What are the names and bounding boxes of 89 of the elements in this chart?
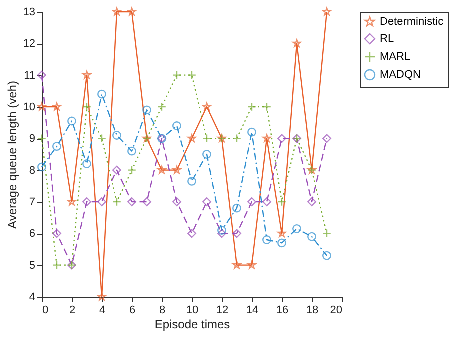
point	[248, 260, 256, 270]
point	[172, 122, 182, 130]
legend-label: Deterministic	[380, 16, 444, 28]
x-tick-label: 16	[276, 304, 289, 316]
x-tick-label: 4	[99, 304, 106, 316]
point	[262, 102, 272, 112]
legend-label: MARL	[380, 51, 411, 63]
point	[158, 166, 166, 174]
point	[82, 102, 92, 112]
point	[98, 198, 106, 206]
point	[82, 70, 92, 80]
x-tick-label: 14	[246, 304, 259, 316]
legend-label: MADQN	[380, 69, 421, 81]
point	[262, 198, 272, 206]
x-tick-label: 0	[42, 304, 49, 316]
point	[218, 229, 226, 238]
y-tick-label: 10	[23, 102, 36, 114]
point	[202, 150, 212, 159]
point	[38, 134, 46, 144]
point	[202, 198, 212, 206]
y-tick-label: 8	[29, 164, 36, 177]
point	[202, 134, 212, 144]
point	[38, 70, 46, 80]
x-axis-title: Episode times	[154, 318, 230, 332]
point	[82, 198, 92, 206]
x-tick-label: 8	[159, 304, 166, 316]
point	[308, 198, 316, 206]
point	[128, 198, 136, 206]
point	[68, 116, 76, 126]
y-axis-title: Average queue length (veh)	[5, 81, 20, 229]
point	[98, 90, 106, 99]
y-tick-label: 5	[29, 260, 36, 272]
point	[172, 166, 182, 174]
point	[308, 232, 316, 242]
point	[188, 229, 196, 238]
point	[142, 198, 152, 206]
point	[278, 198, 286, 206]
point	[158, 102, 166, 112]
point	[172, 70, 182, 80]
point	[232, 229, 242, 238]
x-tick-label: 6	[129, 304, 136, 316]
point	[68, 198, 76, 206]
x-tick-label: 10	[186, 304, 199, 316]
point	[322, 251, 332, 260]
point	[52, 142, 62, 152]
point	[112, 198, 122, 206]
point	[98, 134, 106, 144]
point	[232, 204, 242, 213]
y-tick-label: 13	[23, 6, 36, 18]
x-tick-label: 2	[69, 304, 76, 316]
y-tick-label: 12	[23, 38, 36, 50]
point	[98, 292, 106, 301]
y-tick-label: 6	[29, 228, 36, 240]
point	[278, 229, 286, 238]
point	[128, 146, 136, 156]
point	[52, 229, 62, 238]
point	[112, 166, 122, 175]
point	[248, 198, 256, 206]
y-tick-label: 4	[29, 292, 36, 304]
y-tick-label: 9	[29, 133, 36, 146]
point	[292, 224, 302, 234]
point	[262, 236, 272, 244]
point	[188, 134, 196, 142]
point	[128, 166, 136, 175]
point	[232, 260, 242, 270]
x-tick-label: 20	[330, 304, 342, 316]
y-tick-label: 7	[29, 196, 36, 208]
point	[172, 198, 182, 206]
point	[218, 226, 226, 235]
point	[188, 176, 196, 186]
point	[322, 134, 332, 144]
point	[248, 128, 256, 137]
point	[142, 106, 152, 115]
legend-label: RL	[380, 33, 394, 45]
point	[278, 238, 286, 248]
point	[82, 160, 92, 168]
point	[262, 134, 272, 142]
y-tick-label: 11	[24, 70, 36, 82]
point	[292, 39, 302, 48]
x-tick-label: 18	[306, 304, 319, 316]
point	[38, 162, 46, 172]
point	[248, 102, 256, 112]
point	[52, 260, 62, 270]
point	[278, 134, 286, 144]
x-tick-label: 12	[216, 304, 229, 316]
point	[188, 70, 196, 80]
point	[232, 134, 242, 144]
point	[322, 229, 332, 238]
point	[112, 131, 122, 140]
